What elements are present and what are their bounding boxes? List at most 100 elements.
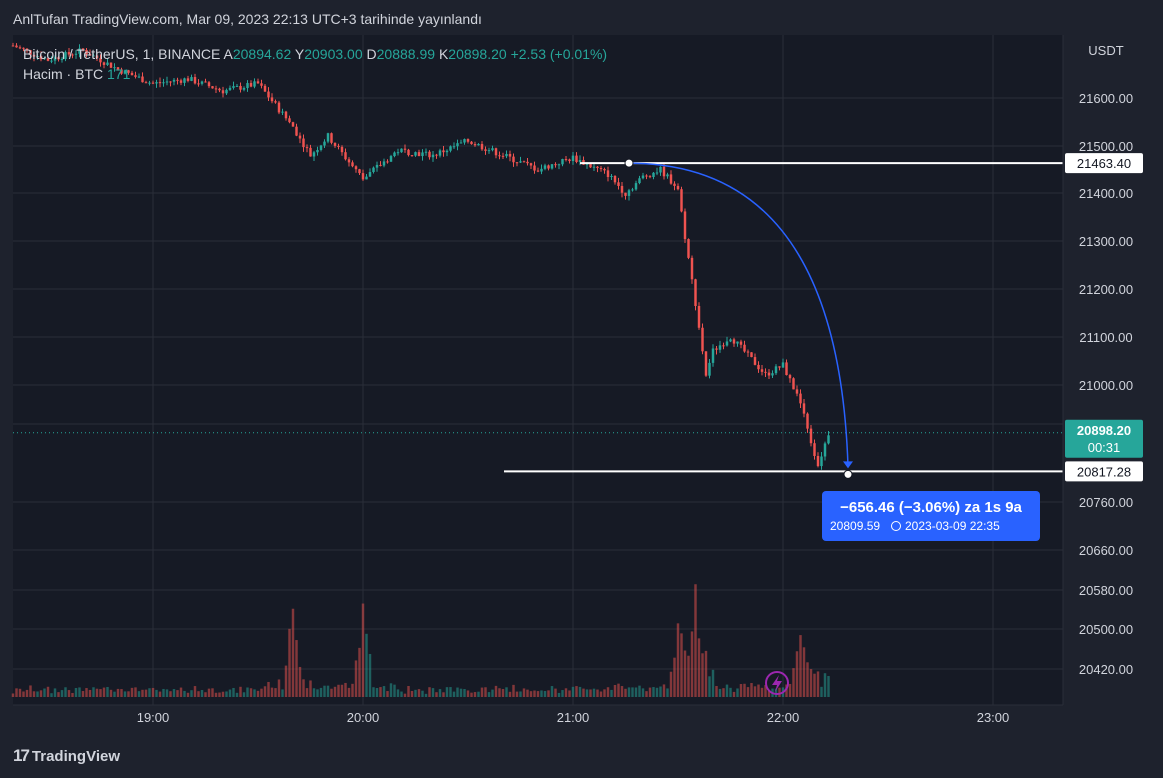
candle [617,182,620,186]
candle [155,82,158,84]
candle [498,155,501,157]
volume-bar [610,689,613,697]
candle [95,55,99,59]
candle [722,345,725,347]
candle [32,54,36,57]
candle [417,152,421,157]
candle [484,149,487,151]
candle [449,146,452,151]
candle [375,164,379,168]
candle [533,165,536,171]
volume-bar [697,638,701,697]
volume-bar [410,690,414,697]
volume-bar [795,651,799,697]
candle [239,85,242,90]
price-tick-label: 20580.00 [1079,583,1133,598]
volume-bar [78,687,81,697]
candle [529,163,533,166]
candle [624,192,627,196]
volume-bars [11,584,830,697]
candle [743,344,746,352]
candle [522,161,526,163]
candle [207,82,211,87]
candle [270,97,274,102]
badge-bottom-line[interactable] [1065,461,1143,482]
candle [421,152,424,157]
volume-bar [71,692,74,697]
volume-bar [704,650,708,697]
volume-bar [123,691,127,697]
volume-bar [99,689,102,697]
candle [781,362,785,368]
candle [564,159,568,161]
candle [592,166,596,168]
candle [715,348,718,350]
volume-bar [736,688,739,697]
volume-bar [393,684,396,697]
volume-bar [263,686,267,697]
volume-bar [85,688,88,697]
measure-change: −656.46 (−3.06%) za 1s 9a [840,499,1022,516]
candle [473,144,477,146]
candle [648,176,652,178]
candle [190,77,193,81]
volume-bar [169,691,172,697]
candle [673,183,676,186]
candle [127,70,130,73]
candle [50,60,53,62]
candle [809,428,813,444]
badge-top-line[interactable] [1065,153,1143,174]
volume-bar [347,687,351,697]
candle [543,165,547,169]
volume-bar [190,690,193,697]
volume-bar [148,688,151,697]
candle [491,148,494,151]
line-handle-top[interactable] [624,158,634,168]
candle [806,413,809,429]
volume-bar [561,690,564,697]
candle [403,148,407,150]
badge-top-line-value: 21463.40 [1077,156,1131,171]
measure-curve[interactable] [628,162,849,467]
candle [326,133,330,142]
volume-bar [176,690,179,697]
measure-tooltip[interactable] [822,491,1040,541]
candle [676,185,680,190]
volume-bar [368,653,372,697]
candle [785,362,788,376]
volume-bar [662,684,666,697]
volume-bar [438,689,442,697]
volume-bar [578,686,582,697]
candle [760,369,764,372]
volume-bar [487,692,491,697]
candle [25,48,29,51]
badge-current-price[interactable] [1065,419,1143,458]
plot-area[interactable] [13,35,1063,705]
tradingview-logo-icon[interactable]: 17 [13,746,30,765]
badge-countdown: 00:31 [1088,440,1121,455]
line-handle-bottom[interactable] [843,469,853,479]
candle [526,161,529,164]
volume-bar [214,692,218,697]
volume-bar [617,683,620,697]
candle [256,81,260,84]
time-tick-label: 23:00 [977,710,1010,725]
volume-bar [305,688,309,697]
candles [11,42,830,470]
candle [337,145,340,147]
volume-bar [389,683,393,697]
volume-bar [228,689,232,697]
candle [312,152,316,157]
candle [179,80,183,83]
volume-bar [249,688,253,697]
volume-bar [330,688,333,697]
volume-bar [480,687,484,697]
candle [298,135,302,139]
candle [494,148,498,156]
candle [99,58,102,63]
volume-bar [74,688,78,697]
lightning-icon[interactable] [765,671,789,695]
volume-bar [361,603,365,697]
candle [130,72,134,76]
